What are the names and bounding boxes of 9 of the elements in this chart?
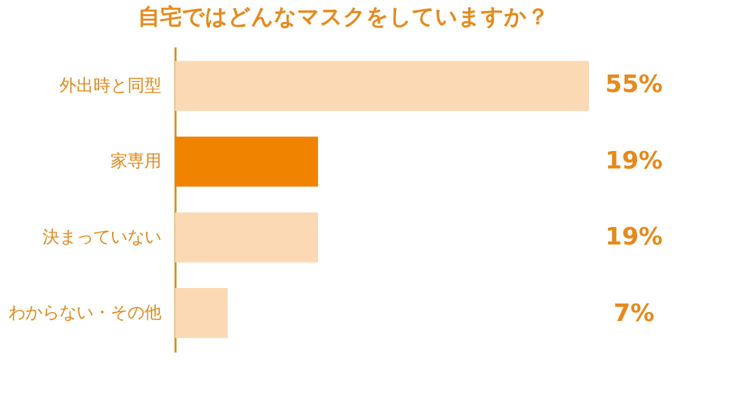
chart-title: 自宅ではどんなマスクをしていますか？	[138, 4, 549, 30]
data-label: 19%	[605, 222, 663, 251]
y-tick-label: 家専用	[110, 152, 162, 172]
y-tick-label: 外出時と同型	[60, 76, 162, 96]
data-label: 7%	[614, 298, 654, 327]
y-tick-label: わからない・その他	[8, 303, 162, 324]
data-label: 19%	[605, 146, 663, 174]
y-tick-label: 決まっていない	[42, 227, 162, 248]
data-label: 55%	[605, 70, 663, 98]
